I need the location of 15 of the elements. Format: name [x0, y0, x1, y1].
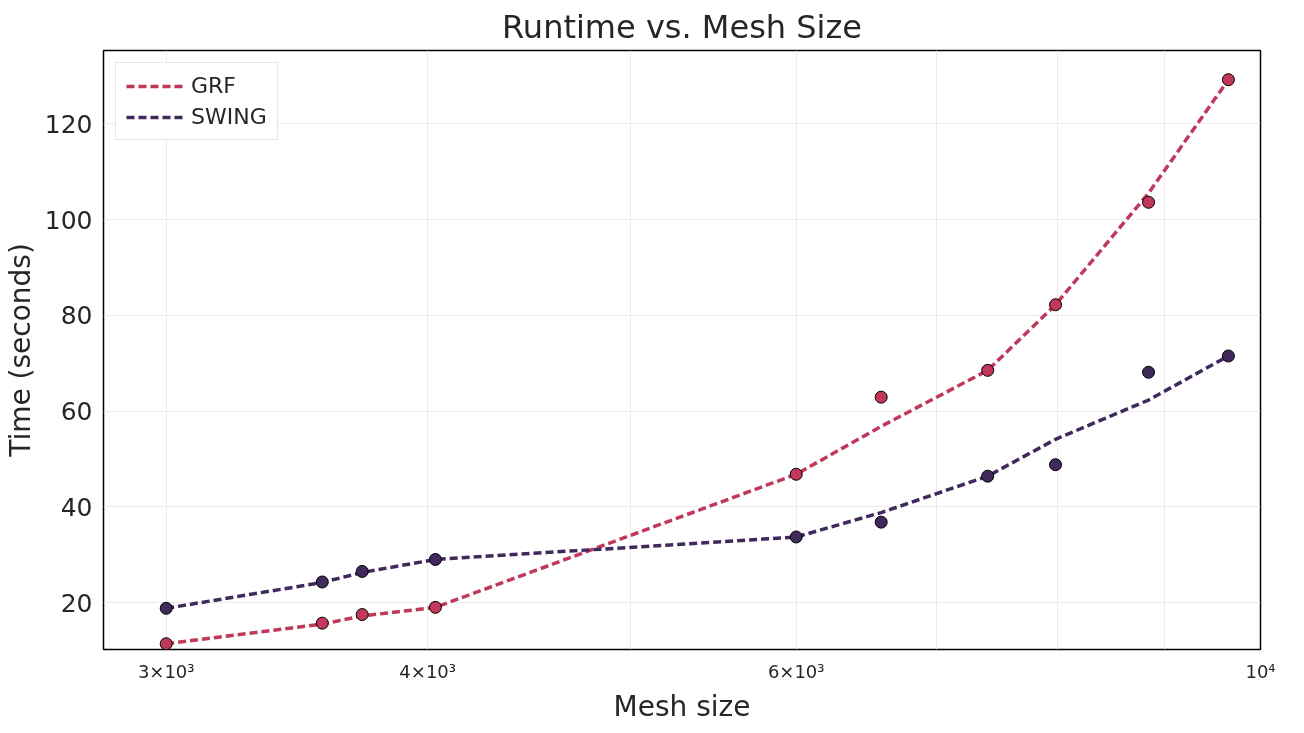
legend-label: SWING	[191, 104, 267, 129]
y-tick-label: 120	[44, 109, 93, 139]
x-tick-label: 4×10³	[399, 660, 457, 682]
legend-label: GRF	[191, 73, 236, 98]
y-tick-label: 40	[60, 492, 93, 522]
y-tick-label: 20	[60, 588, 93, 618]
x-tick-label: 10⁴	[1245, 660, 1276, 682]
x-tick-label: 3×10³	[137, 660, 195, 682]
y-tick-label: 80	[60, 301, 93, 331]
x-axis-title: Mesh size	[613, 689, 751, 723]
y-axis-title: Time (seconds)	[3, 243, 37, 458]
y-tick-label: 60	[60, 397, 93, 427]
x-tick-label: 6×10³	[767, 660, 825, 682]
y-tick-label: 100	[44, 205, 93, 235]
chart-title: Runtime vs. Mesh Size	[502, 7, 862, 46]
